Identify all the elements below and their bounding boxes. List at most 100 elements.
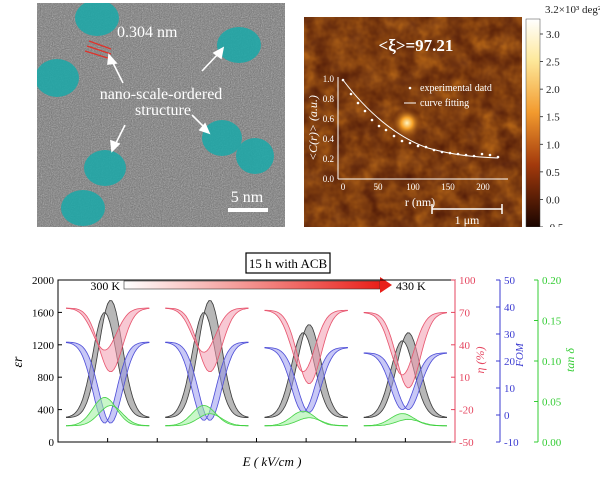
series-2-band-2 bbox=[264, 347, 348, 413]
y-tick-label: 10 bbox=[459, 372, 471, 384]
y-tick-label: 10 bbox=[504, 383, 516, 395]
y-tick-label: 800 bbox=[38, 372, 55, 384]
colorbar-tick-label: 1.5 bbox=[546, 112, 560, 124]
y-label-tand: tan δ bbox=[563, 348, 577, 372]
svg-text:200: 200 bbox=[476, 182, 490, 192]
annotation-line-1: nano-scale-ordered bbox=[100, 86, 223, 103]
x-axis-label: E ( kV/cm ) bbox=[242, 454, 302, 469]
svg-text:0.0: 0.0 bbox=[323, 174, 335, 184]
series-2-peak-3-down bbox=[363, 352, 448, 410]
svg-text:100: 100 bbox=[406, 182, 420, 192]
inset-ylabel: <C(r)> (a.u.) bbox=[306, 95, 320, 161]
tem-scalebar bbox=[228, 208, 268, 212]
y-label-fom: FOM bbox=[514, 342, 526, 368]
xi-value: <ξ>=97.21 bbox=[379, 36, 454, 55]
y-tick-label: 0 bbox=[504, 410, 510, 422]
y-tick-label: 50 bbox=[504, 275, 516, 287]
y-tick-label: 40 bbox=[504, 302, 516, 314]
tem-image-panel: 0.304 nm nano-scale-ordered structure 5 … bbox=[35, 0, 285, 227]
annotation-arrows bbox=[107, 46, 225, 153]
series-1-band-2 bbox=[264, 310, 348, 384]
strain-map: <ξ>=97.21 <C(r)> (a.u.) r (nm) 1.0 0.8 0… bbox=[304, 4, 600, 234]
y-label-eta: η (%) bbox=[473, 347, 487, 374]
tem-scalebar-label: 5 nm bbox=[231, 189, 264, 206]
series-3-band-1 bbox=[165, 405, 249, 426]
correlation-inset: <C(r)> (a.u.) r (nm) 1.0 0.8 0.6 0.4 0.2… bbox=[306, 74, 508, 209]
y-tick-label: 70 bbox=[459, 307, 471, 319]
series-1-band-3 bbox=[363, 312, 447, 388]
y-tick-label: -50 bbox=[459, 437, 474, 449]
y-tick-label: 0.05 bbox=[542, 397, 562, 409]
ordered-region-1 bbox=[75, 0, 119, 36]
series-0-peak-3-down bbox=[363, 332, 448, 419]
series-2-band-3 bbox=[363, 352, 447, 410]
series-1-band-0 bbox=[66, 308, 150, 372]
y-tick-label: 1600 bbox=[32, 307, 55, 319]
map-scalebar-label: 1 μm bbox=[455, 213, 480, 227]
colorbar-tick-label: 3.0 bbox=[546, 29, 560, 41]
ordered-region-7 bbox=[61, 190, 105, 226]
svg-text:0.2: 0.2 bbox=[323, 154, 334, 164]
y-tick-label: 0 bbox=[49, 437, 55, 449]
series-0-band-2 bbox=[264, 324, 348, 418]
y-label-er: εr bbox=[11, 356, 26, 368]
svg-text:0.6: 0.6 bbox=[323, 114, 335, 124]
arrow-left-label: 300 K bbox=[90, 279, 120, 293]
y-tick-label: 2000 bbox=[32, 275, 55, 287]
chart-title: 15 h with ACB bbox=[249, 256, 328, 271]
y-tick-label: 1200 bbox=[32, 340, 55, 352]
temperature-arrowhead bbox=[380, 277, 392, 293]
annotation-line-2: structure bbox=[135, 102, 191, 119]
colorbar-tick-label: 0.5 bbox=[546, 167, 560, 179]
series-1-band-1 bbox=[165, 308, 249, 372]
tem-image: 0.304 nm nano-scale-ordered structure 5 … bbox=[35, 0, 285, 227]
series-0-band-3 bbox=[363, 332, 447, 418]
colorbar-max-label: 3.2×10³ deg² bbox=[545, 4, 600, 16]
colorbar-tick-label: 1.0 bbox=[546, 139, 560, 151]
y-tick-label: 0.00 bbox=[542, 437, 562, 449]
ordered-region-5 bbox=[236, 138, 274, 174]
colorbar-ticks: 3.0 2.5 2.0 1.5 1.0 0.5 0.0 -0.5 bbox=[540, 29, 564, 234]
y-tick-label: -20 bbox=[459, 405, 474, 417]
colorbar-tick-label: -0.5 bbox=[546, 222, 564, 227]
series-1-peak-2-up bbox=[264, 309, 348, 373]
svg-text:150: 150 bbox=[441, 182, 455, 192]
ordered-region-4 bbox=[202, 120, 242, 156]
series-3-band-2 bbox=[264, 411, 348, 426]
title-box bbox=[245, 252, 331, 274]
inset-legend-line: curve fitting bbox=[420, 98, 469, 109]
series-3-band-0 bbox=[66, 397, 150, 426]
arrow-right-label: 430 K bbox=[396, 279, 426, 293]
lattice-marker bbox=[84, 40, 112, 60]
strain-map-panel: <ξ>=97.21 <C(r)> (a.u.) r (nm) 1.0 0.8 0… bbox=[298, 3, 600, 234]
chart-svg: 15 h with ACB 300 K 430 K 04008001200160… bbox=[11, 252, 577, 469]
y-tick-label: 100 bbox=[459, 275, 476, 287]
y-tick-label: -10 bbox=[504, 437, 519, 449]
ordered-region-2 bbox=[217, 27, 261, 63]
y-tick-label: 20 bbox=[504, 356, 516, 368]
energy-storage-chart: 15 h with ACB 300 K 430 K 0 400 800 1200 160… bbox=[0, 250, 600, 477]
series-2-band-1 bbox=[165, 342, 249, 421]
ordered-region-6 bbox=[84, 150, 126, 186]
series-3-peak-0-down bbox=[66, 405, 150, 427]
ordered-region-3 bbox=[35, 59, 79, 97]
svg-text:0.8: 0.8 bbox=[323, 94, 335, 104]
series-3-band-3 bbox=[363, 413, 447, 426]
y-tick-label: 0.15 bbox=[542, 316, 562, 328]
colorbar-tick-label: 2.5 bbox=[546, 57, 560, 69]
inset-ticks: 1.0 0.8 0.6 0.4 0.2 0.0 0 50 100 150 200 bbox=[323, 74, 491, 192]
temperature-arrow bbox=[123, 280, 381, 290]
svg-text:0: 0 bbox=[341, 182, 346, 192]
inset-legend-points: experimental datd bbox=[420, 83, 492, 94]
colorbar-tick-label: 2.0 bbox=[546, 84, 560, 96]
svg-text:0.4: 0.4 bbox=[323, 134, 335, 144]
y-tick-label: 30 bbox=[504, 329, 516, 341]
series-2-band-0 bbox=[66, 342, 150, 423]
colorbar bbox=[525, 18, 541, 228]
inset-xlabel: r (nm) bbox=[405, 195, 435, 209]
y-tick-label: 0.10 bbox=[542, 356, 562, 368]
colorbar-tick-label: 0.0 bbox=[546, 194, 560, 206]
svg-text:50: 50 bbox=[374, 182, 384, 192]
y-tick-label: 400 bbox=[38, 405, 55, 417]
series-0-band-0 bbox=[66, 300, 150, 418]
